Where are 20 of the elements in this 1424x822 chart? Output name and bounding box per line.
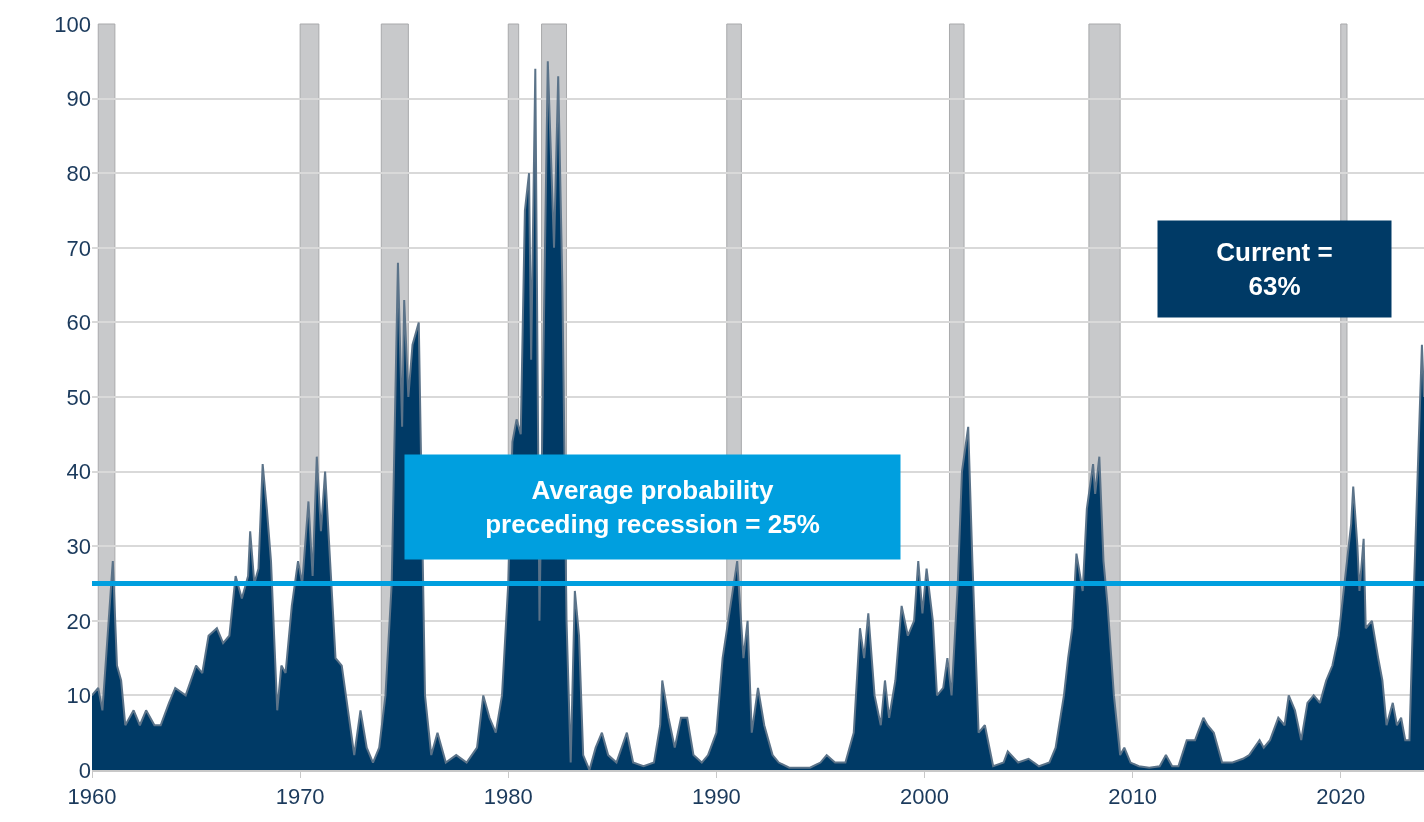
annotation: Average probability preceding recession = 25%	[485, 475, 820, 539]
x-tick-label: 2020	[1316, 784, 1366, 810]
x-tick-label: 1970	[275, 784, 325, 810]
y-tick-label: 40	[66, 459, 91, 485]
x-tick-label: 2010	[1108, 784, 1158, 810]
y-tick-label: 20	[66, 608, 91, 634]
y-tick-label: 80	[66, 160, 91, 186]
x-tick-label: 2000	[900, 784, 949, 810]
x-tick-label: 1980	[483, 784, 533, 810]
annotation: Current = 63%	[1216, 237, 1333, 301]
y-tick-label: 70	[66, 235, 91, 261]
y-tick-label: 30	[66, 533, 91, 559]
y-tick-label: 90	[66, 86, 91, 112]
x-tick-label: 1960	[67, 784, 117, 810]
y-tick-label: 50	[66, 384, 91, 410]
y-tick-label: 10	[66, 683, 91, 709]
y-tick-label: 0	[78, 757, 91, 783]
y-tick-label: 60	[66, 310, 91, 336]
x-tick-label: 1990	[691, 784, 741, 810]
y-tick-label: 100	[54, 11, 91, 37]
